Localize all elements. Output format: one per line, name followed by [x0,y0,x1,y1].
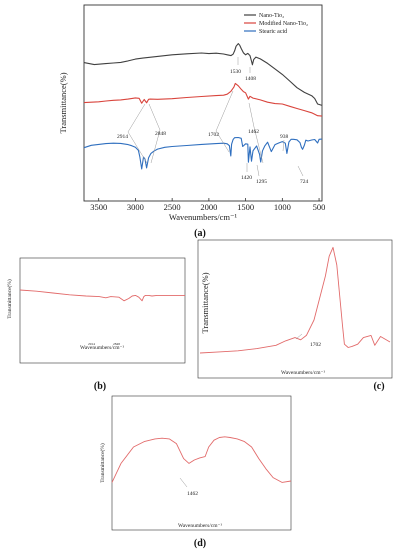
panel-c: Transmittance(%) Wavenumbers/cm⁻¹ 1702 (… [197,239,393,392]
annotation-leader-938 [282,139,285,152]
panel-a-xlabel: Wavenumbers/cm⁻¹ [169,212,238,222]
annotation-leader-724 [297,165,304,177]
panel-a-plot-frame [83,4,323,202]
panel-b-plot-frame [19,257,186,364]
annotation-b-2914: 2914 [88,342,95,346]
legend-label-stearic-acid: Stearic acid [259,29,287,35]
annotation-2914: 2914 [117,134,128,140]
panel-b-series [19,289,185,302]
annotation-leader-2848-a [148,103,161,131]
panel-b-ylabel: Transmittance(%) [6,279,13,319]
panel-d-label: (d) [194,538,206,549]
annotation-leader-2848-b [150,129,161,164]
panel-d-ylabel: Transmittance(%) [99,443,106,483]
annotation-1295: 1295 [256,179,267,185]
annotation-leader-1702-b [215,130,230,153]
panel-c-plot-frame [197,239,393,379]
panel-b-xlabel: Wavenumbers/cm⁻¹ [80,345,124,351]
panel-b: Transmittance(%) Wavenumbers/cm⁻¹ 2914 2… [6,257,186,392]
annotation-leader-2914-b [127,131,148,164]
annotation-c-leader-1702 [295,333,303,340]
panel-d-series [111,436,292,483]
panel-a: 3500 3000 2500 2000 1500 1000 500 Wavenumbers/… [58,4,325,239]
panel-c-label: (c) [373,381,384,392]
annotation-d-1462: 1462 [187,491,198,497]
x-tick-label-1000: 1000 [274,202,291,212]
annotation-1530: 1530 [230,69,241,75]
panel-a-annotations [127,57,304,177]
series-line-nano-tio [83,43,323,106]
panel-a-label: (a) [194,228,206,239]
annotation-1420: 1420 [241,175,252,181]
annotation-leader-1702-a [215,90,234,132]
panel-c-xlabel: Wavenumbers/cm⁻¹ [281,370,325,376]
legend-label-modified-nano-tio2: Modified Nano-Tio₂ [259,20,308,27]
annotation-b-2848: 2848 [113,342,120,346]
annotation-938: 938 [280,134,289,140]
annotation-leader-1462-a [248,102,255,128]
annotation-leader-1462-b [253,126,264,164]
x-tick-label-1500: 1500 [237,202,254,212]
annotation-2848: 2848 [155,131,166,137]
panel-b-label: (b) [94,381,106,392]
annotation-1462: 1462 [248,129,259,135]
panel-d-spectrum-line [111,436,292,483]
panel-a-xticks: 3500 3000 2500 2000 1500 1000 500 [90,198,325,212]
panel-c-ylabel: Transmittance(%) [200,272,210,333]
annotation-leader-2914-a [127,103,146,133]
panel-d-plot-frame [111,395,292,531]
x-tick-label-2000: 2000 [200,202,217,212]
annotation-c-1702: 1702 [310,342,321,348]
panel-c-spectrum-line [199,246,391,354]
x-tick-label-3000: 3000 [127,202,144,212]
panel-d: Transmittance(%) Wavenumbers/cm⁻¹ 1462 (… [99,395,292,549]
annotation-724: 724 [300,179,309,185]
x-tick-label-500: 500 [313,202,326,212]
x-tick-label-3500: 3500 [90,202,107,212]
panel-a-legend: Nano-Tio₂ Modified Nano-Tio₂ Stearic aci… [244,13,308,35]
panel-b-spectrum-line [19,289,185,302]
x-tick-label-2500: 2500 [164,202,181,212]
annotation-1408: 1408 [245,76,256,82]
panel-d-xlabel: Wavenumbers/cm⁻¹ [178,523,222,529]
series-line-stearic-acid [83,136,323,170]
panel-a-series [83,43,323,170]
annotation-d-leader-1462 [179,477,188,488]
annotation-1702: 1702 [208,132,219,138]
annotation-leader-1295 [256,164,260,177]
panel-a-ylabel: Transmittance(%) [58,72,68,133]
series-line-modified-nano-tio [83,82,323,117]
panel-c-series [199,246,391,354]
legend-label-nano-tio2: Nano-Tio₂ [259,13,284,19]
